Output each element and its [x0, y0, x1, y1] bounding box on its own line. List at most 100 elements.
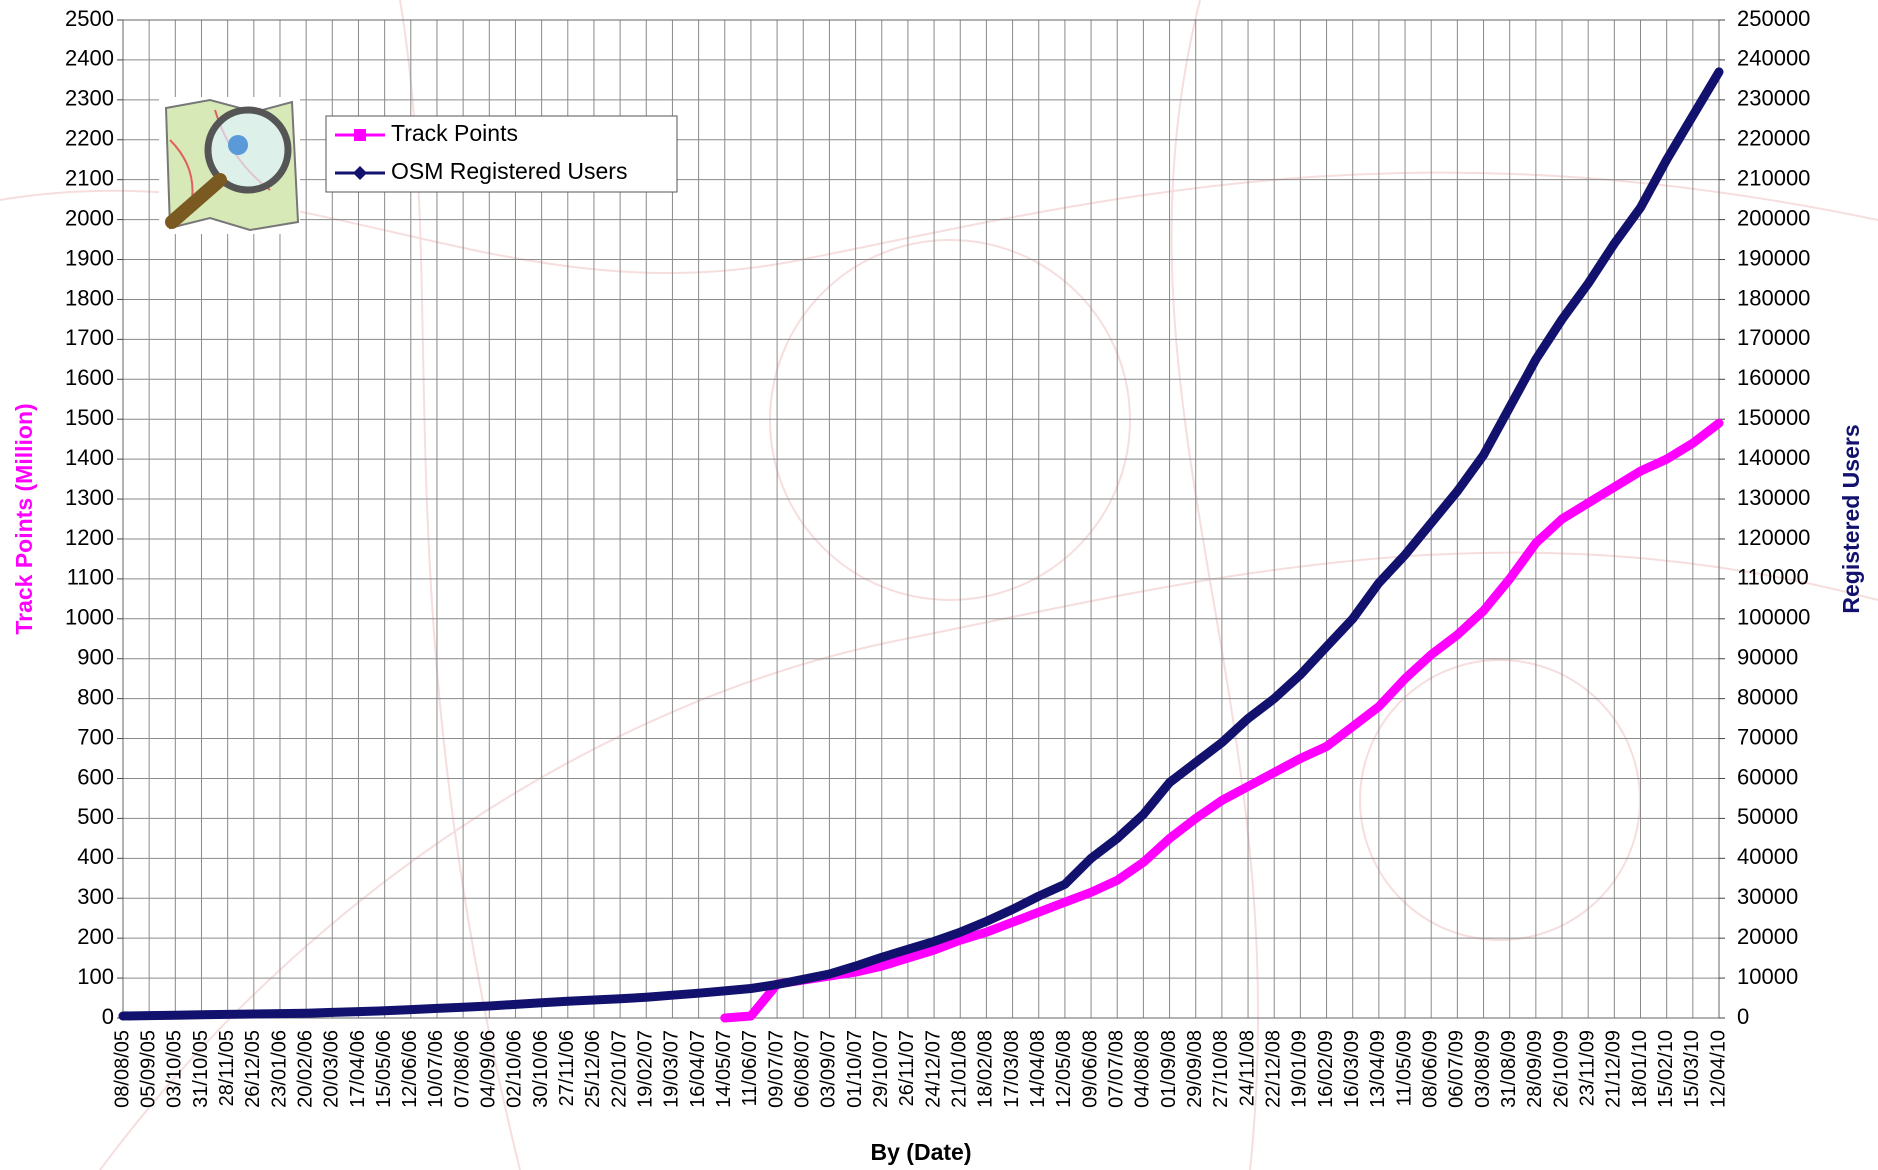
y-tick-label: 1300 — [65, 485, 114, 510]
x-tick-label: 21/12/09 — [1603, 1030, 1625, 1108]
y2-tick-label: 70000 — [1737, 724, 1798, 749]
x-tick-label: 31/10/05 — [190, 1030, 212, 1108]
y-tick-label: 1400 — [65, 445, 114, 470]
y-tick-label: 200 — [77, 924, 114, 949]
y-tick-label: 600 — [77, 764, 114, 789]
y-tick-label: 0 — [102, 1004, 114, 1029]
x-tick-label: 19/02/07 — [635, 1030, 657, 1108]
y2-tick-label: 90000 — [1737, 645, 1798, 670]
y-tick-label: 1500 — [65, 405, 114, 430]
x-tick-label: 06/07/09 — [1446, 1030, 1468, 1108]
y-tick-label: 800 — [77, 684, 114, 709]
x-tick-label: 26/11/07 — [896, 1030, 918, 1106]
x-tick-label: 25/12/06 — [582, 1030, 604, 1108]
legend: Track Points OSM Registered Users — [335, 120, 627, 184]
y2-tick-label: 80000 — [1737, 684, 1798, 709]
x-tick-label: 05/09/05 — [137, 1030, 159, 1108]
series-line — [720, 418, 1724, 1023]
x-tick-label: 11/06/07 — [739, 1030, 761, 1106]
y-tick-label: 1600 — [65, 365, 114, 390]
y2-tick-label: 40000 — [1737, 844, 1798, 869]
y2-tick-label: 170000 — [1737, 325, 1810, 350]
y2-tick-label: 50000 — [1737, 804, 1798, 829]
x-tick-label: 15/02/10 — [1655, 1030, 1677, 1108]
x-axis-title: By (Date) — [871, 1139, 972, 1165]
x-tick-label: 22/01/07 — [608, 1030, 630, 1108]
y2-tick-label: 0 — [1737, 1004, 1749, 1029]
x-tick-label: 17/03/08 — [1001, 1030, 1023, 1108]
y2-tick-label: 240000 — [1737, 46, 1810, 71]
x-tick-label: 01/09/08 — [1158, 1030, 1180, 1108]
x-tick-label: 14/04/08 — [1027, 1030, 1049, 1108]
x-tick-label: 31/08/09 — [1498, 1030, 1520, 1108]
y2-tick-label: 200000 — [1737, 205, 1810, 230]
y-axis-title: Track Points (Million) — [11, 403, 37, 634]
x-tick-label: 13/04/09 — [1367, 1030, 1389, 1108]
x-tick-label: 18/02/08 — [975, 1030, 997, 1108]
y-tick-label: 2300 — [65, 86, 114, 111]
y2-tick-label: 210000 — [1737, 165, 1810, 190]
x-tick-label: 15/05/06 — [373, 1030, 395, 1108]
legend-label: OSM Registered Users — [391, 158, 627, 184]
x-tick-label: 08/06/09 — [1419, 1030, 1441, 1108]
y2-tick-label: 150000 — [1737, 405, 1810, 430]
x-tick-label: 02/10/06 — [504, 1030, 526, 1108]
y-tick-label: 2500 — [65, 6, 114, 31]
x-tick-label: 03/10/05 — [164, 1030, 186, 1108]
y-tick-label: 1800 — [65, 285, 114, 310]
x-tick-label: 14/05/07 — [713, 1030, 735, 1108]
x-tick-label: 19/01/09 — [1289, 1030, 1311, 1108]
x-tick-label: 16/04/07 — [687, 1030, 709, 1108]
y2-tick-label: 230000 — [1737, 86, 1810, 111]
legend-box — [325, 115, 678, 193]
y2-tick-label: 20000 — [1737, 924, 1798, 949]
x-tick-label: 07/08/06 — [451, 1030, 473, 1108]
series-line — [118, 67, 1724, 1021]
y-tick-label: 500 — [77, 804, 114, 829]
y-tick-label: 1100 — [67, 565, 114, 590]
x-tick-label: 27/11/06 — [556, 1030, 578, 1106]
x-tick-label: 23/01/06 — [268, 1030, 290, 1108]
legend-marker — [353, 166, 367, 180]
x-tick-label: 29/09/08 — [1184, 1030, 1206, 1108]
y-tick-label: 1200 — [65, 525, 114, 550]
x-tick-label: 09/06/08 — [1079, 1030, 1101, 1108]
x-tick-label: 29/10/07 — [870, 1030, 892, 1108]
legend-marker — [354, 129, 366, 141]
y-tick-label: 100 — [77, 964, 114, 989]
y-tick-label: 1900 — [65, 245, 114, 270]
y2-tick-label: 30000 — [1737, 884, 1798, 909]
y-tick-label: 1000 — [65, 605, 114, 630]
x-tick-label: 30/10/06 — [530, 1030, 552, 1108]
x-tick-label: 20/03/06 — [321, 1030, 343, 1108]
x-tick-label: 16/02/09 — [1315, 1030, 1337, 1108]
x-tick-label: 04/08/08 — [1132, 1030, 1154, 1108]
x-tick-label: 12/04/10 — [1707, 1030, 1729, 1108]
y-tick-label: 700 — [77, 724, 114, 749]
x-tick-label: 10/07/06 — [425, 1030, 447, 1108]
logo — [159, 97, 300, 234]
y-tick-label: 2100 — [65, 165, 114, 190]
x-tick-label: 28/09/09 — [1524, 1030, 1546, 1108]
y2-tick-label: 100000 — [1737, 605, 1810, 630]
x-tick-label: 07/07/08 — [1106, 1030, 1128, 1108]
x-tick-label: 27/10/08 — [1210, 1030, 1232, 1108]
x-tick-label: 19/03/07 — [661, 1030, 683, 1108]
x-tick-label: 12/05/08 — [1053, 1030, 1075, 1108]
y2-tick-label: 180000 — [1737, 285, 1810, 310]
y2-tick-label: 160000 — [1737, 365, 1810, 390]
x-tick-label: 24/11/08 — [1236, 1030, 1258, 1106]
x-tick-label: 11/05/09 — [1393, 1030, 1415, 1106]
y2-tick-label: 250000 — [1737, 6, 1810, 31]
y2-tick-label: 110000 — [1737, 565, 1809, 590]
x-tick-label: 26/12/05 — [242, 1030, 264, 1108]
x-tick-label: 26/10/09 — [1550, 1030, 1572, 1108]
x-tick-label: 28/11/05 — [216, 1030, 238, 1106]
y2-tick-label: 60000 — [1737, 764, 1798, 789]
x-tick-label: 12/06/06 — [399, 1030, 421, 1108]
x-tick-label: 09/07/07 — [765, 1030, 787, 1108]
y2-tick-label: 130000 — [1737, 485, 1810, 510]
x-tick-label: 15/03/10 — [1681, 1030, 1703, 1108]
y2-tick-label: 220000 — [1737, 126, 1810, 151]
x-tick-label: 20/02/06 — [294, 1030, 316, 1108]
